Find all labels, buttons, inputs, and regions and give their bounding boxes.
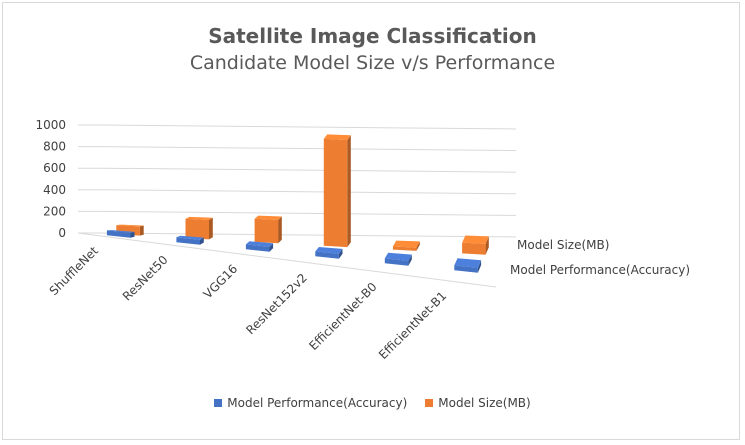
gridline-4 [78,146,517,152]
y-tick-label-0: 0 [58,226,66,240]
bar-1-1 [185,216,213,240]
gridline-5 [78,124,517,130]
bar-0-2 [245,241,274,252]
legend-item-size: Model Size(MB) [425,396,531,410]
y-tick-label-1: 200 [43,204,66,218]
x-tick-label-4: EfficientNet-B0 [306,280,379,353]
x-tick-label-2: VGG16 [201,262,241,302]
x-tick-label-0: ShuffleNet [47,244,102,299]
legend-label-accuracy: Model Performance(Accuracy) [227,396,408,410]
bar-0-5 [454,258,482,273]
x-tick-label-5: EfficientNet-B1 [376,289,449,362]
bar-1-4 [392,240,420,251]
bar-0-3 [315,247,343,259]
gridline-0 [78,232,517,238]
bars [106,134,489,273]
chart-title: Satellite Image Classification [208,24,537,48]
bar-0-0 [106,230,135,238]
y-tick-label-3: 600 [43,161,66,175]
gridline-3 [78,167,517,173]
depth-axis-labels: Model Size(MB) Model Performance(Accuracy… [510,238,690,277]
y-axis-labels: 0 200 400 600 800 1000 [35,118,66,240]
legend-swatch-size [425,399,434,407]
legend-swatch-accuracy [214,399,223,407]
bar-0-4 [384,252,412,266]
floor-edge [77,232,497,288]
gridlines [77,124,517,288]
x-tick-label-3: ResNet152v2 [243,271,310,338]
bar-1-3 [323,134,351,248]
chart-area [2,2,740,440]
depth-label-0: Model Size(MB) [517,238,609,252]
chart-subtitle: Candidate Model Size v/s Performance [189,52,556,74]
depth-label-1: Model Performance(Accuracy) [510,263,690,277]
legend-label-size: Model Size(MB) [438,396,531,410]
y-tick-label-5: 1000 [35,118,66,132]
gridline-2 [78,189,517,195]
x-tick-label-1: ResNet50 [120,253,171,304]
gridline-1 [78,210,517,216]
bar-1-5 [462,235,489,255]
y-tick-label-4: 800 [43,140,66,154]
y-tick-label-2: 400 [43,183,66,197]
bar-0-1 [176,235,204,245]
series-0-bars [106,230,482,273]
legend-item-accuracy: Model Performance(Accuracy) [214,396,407,410]
series-1-bars [116,134,489,255]
bar-1-2 [254,215,282,244]
legend: Model Performance(Accuracy) Model Size(M… [0,396,745,410]
